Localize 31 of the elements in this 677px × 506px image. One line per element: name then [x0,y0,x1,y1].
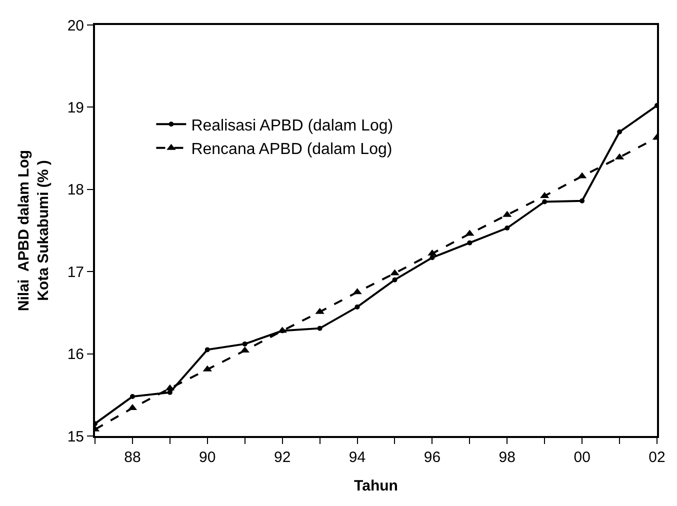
x-tick-label: 92 [274,449,291,466]
x-axis-title: Tahun [354,478,398,494]
x-tick-label: 94 [348,449,366,466]
x-tick-label: 98 [498,449,516,466]
point [317,326,322,331]
point [130,394,135,400]
y-tick-label: 17 [67,264,84,281]
point [242,341,248,346]
legend-label: Realisasi APBD (dalam Log) [191,117,394,134]
point [167,390,172,395]
point [392,277,398,282]
point [354,304,360,310]
y-tick-label: 15 [67,428,84,446]
point [504,226,510,231]
y-axis-title: Nilai APBD dalam Log Kota Sukabumi (% ) [16,150,52,312]
y-tick-label: 16 [67,346,84,364]
x-tick-label: 00 [574,449,590,466]
legend-label: Rencana APBD (dalam Log) [191,141,392,158]
point [580,198,585,204]
point [430,255,435,260]
x-tick-label: 90 [199,449,216,466]
x-tick-label: 88 [124,449,141,466]
y-tick-label: 19 [67,99,84,116]
y-tick-label: 20 [67,17,84,34]
point [204,347,210,352]
point [542,199,548,204]
point [617,129,622,134]
x-tick-label: 02 [648,449,666,466]
point [467,240,472,246]
y-tick-label: 18 [67,182,84,199]
x-tick-label: 96 [424,449,441,466]
